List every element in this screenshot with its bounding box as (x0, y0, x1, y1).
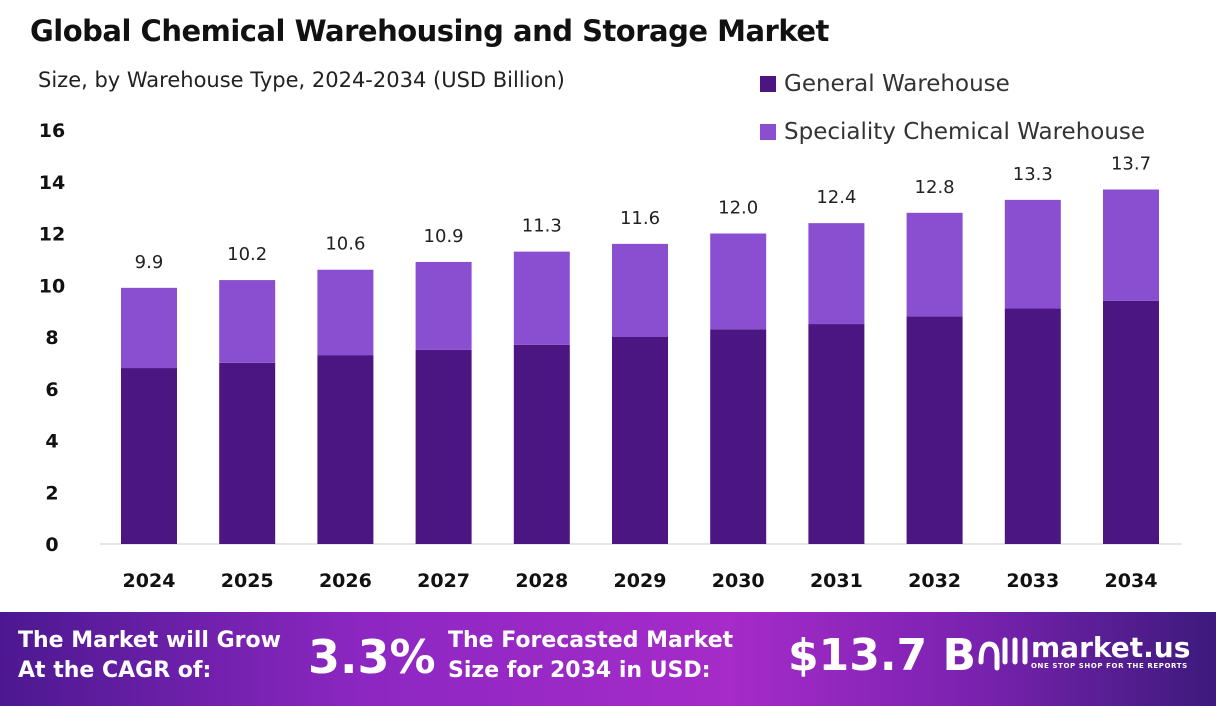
forecast-label: The Forecasted Market Size for 2034 in US… (448, 626, 733, 686)
cagr-value: 3.3% (308, 630, 436, 684)
data-label: 12.8 (915, 177, 955, 198)
x-tick-label: 2034 (1105, 570, 1158, 592)
y-tick-label: 8 (45, 327, 58, 349)
y-tick-label: 16 (39, 120, 65, 142)
data-label: 10.6 (325, 234, 365, 255)
y-tick-label: 0 (45, 534, 58, 556)
data-label: 10.2 (227, 244, 267, 265)
x-tick-label: 2025 (221, 570, 274, 592)
bar-speciality (415, 261, 472, 350)
data-label: 11.6 (620, 208, 660, 229)
logo-name: market.us (1031, 631, 1191, 664)
cagr-label-line: At the CAGR of: (18, 658, 212, 683)
summary-banner: The Market will Grow At the CAGR of: 3.3%… (0, 612, 1216, 706)
data-label: 12.0 (718, 198, 758, 219)
legend-swatch (760, 76, 776, 92)
data-label: 11.3 (522, 216, 562, 237)
chart-title: Global Chemical Warehousing and Storage … (30, 14, 829, 48)
y-tick-label: 4 (45, 431, 58, 453)
forecast-label-line: The Forecasted Market (448, 628, 734, 653)
chart-subtitle: Size, by Warehouse Type, 2024-2034 (USD … (38, 68, 565, 92)
legend: General Warehouse Speciality Chemical Wa… (760, 60, 1145, 156)
x-tick-label: 2024 (123, 570, 176, 592)
logo-icon (978, 637, 1028, 671)
bar-chart: 0 2 4 6 8 10 12 14 16 9.9 2024 10.2 2025 10.6 2026 10.9… (39, 120, 1182, 592)
x-tick-label: 2030 (712, 570, 765, 592)
x-tick-label: 2027 (417, 570, 470, 592)
y-tick-label: 6 (45, 379, 58, 401)
bar-general (317, 355, 374, 544)
bar-speciality (1103, 189, 1159, 301)
legend-item-general: General Warehouse (760, 60, 1145, 108)
bar-speciality (906, 212, 963, 317)
bar-general (121, 368, 177, 544)
bar-general (612, 337, 668, 544)
x-tick-label: 2032 (908, 570, 961, 592)
y-tick-label: 2 (45, 482, 58, 504)
bar-speciality (612, 243, 668, 337)
bar-speciality (710, 233, 767, 330)
y-tick-label: 12 (39, 224, 65, 246)
y-tick-label: 10 (39, 275, 65, 297)
logo-tagline: ONE STOP SHOP FOR THE REPORTS (1031, 662, 1188, 670)
y-tick-label: 14 (39, 172, 65, 194)
x-tick-label: 2031 (810, 570, 863, 592)
bar-general (415, 349, 472, 544)
bar-speciality (1004, 199, 1061, 309)
data-label: 12.4 (816, 187, 856, 208)
bar-speciality (219, 280, 276, 363)
bar-general (513, 344, 570, 544)
bar-speciality (317, 269, 374, 356)
bar-general (219, 362, 276, 544)
x-tick-label: 2029 (614, 570, 667, 592)
bar-speciality (121, 287, 177, 369)
bar-speciality (808, 223, 865, 325)
data-label: 13.7 (1111, 154, 1151, 175)
legend-item-speciality: Speciality Chemical Warehouse (760, 108, 1145, 156)
forecast-value: $13.7 B (788, 630, 977, 681)
market-us-logo: market.us ONE STOP SHOP FOR THE REPORTS (975, 632, 1190, 672)
bar-general (1004, 308, 1061, 544)
bar-general (710, 329, 767, 544)
data-label: 10.9 (424, 226, 464, 247)
cagr-label-line: The Market will Grow (18, 628, 281, 653)
forecast-label-line: Size for 2034 in USD: (448, 658, 711, 683)
data-label: 9.9 (135, 252, 164, 273)
bar-general (808, 324, 865, 544)
bar-general (906, 316, 963, 544)
legend-label: General Warehouse (784, 71, 1010, 97)
x-tick-label: 2028 (515, 570, 568, 592)
cagr-label: The Market will Grow At the CAGR of: (18, 626, 281, 686)
legend-swatch (760, 124, 776, 140)
bar-general (1103, 300, 1159, 544)
bar-speciality (513, 251, 570, 345)
x-tick-label: 2026 (319, 570, 372, 592)
legend-label: Speciality Chemical Warehouse (784, 119, 1146, 145)
x-tick-label: 2033 (1006, 570, 1059, 592)
data-label: 13.3 (1013, 164, 1053, 185)
